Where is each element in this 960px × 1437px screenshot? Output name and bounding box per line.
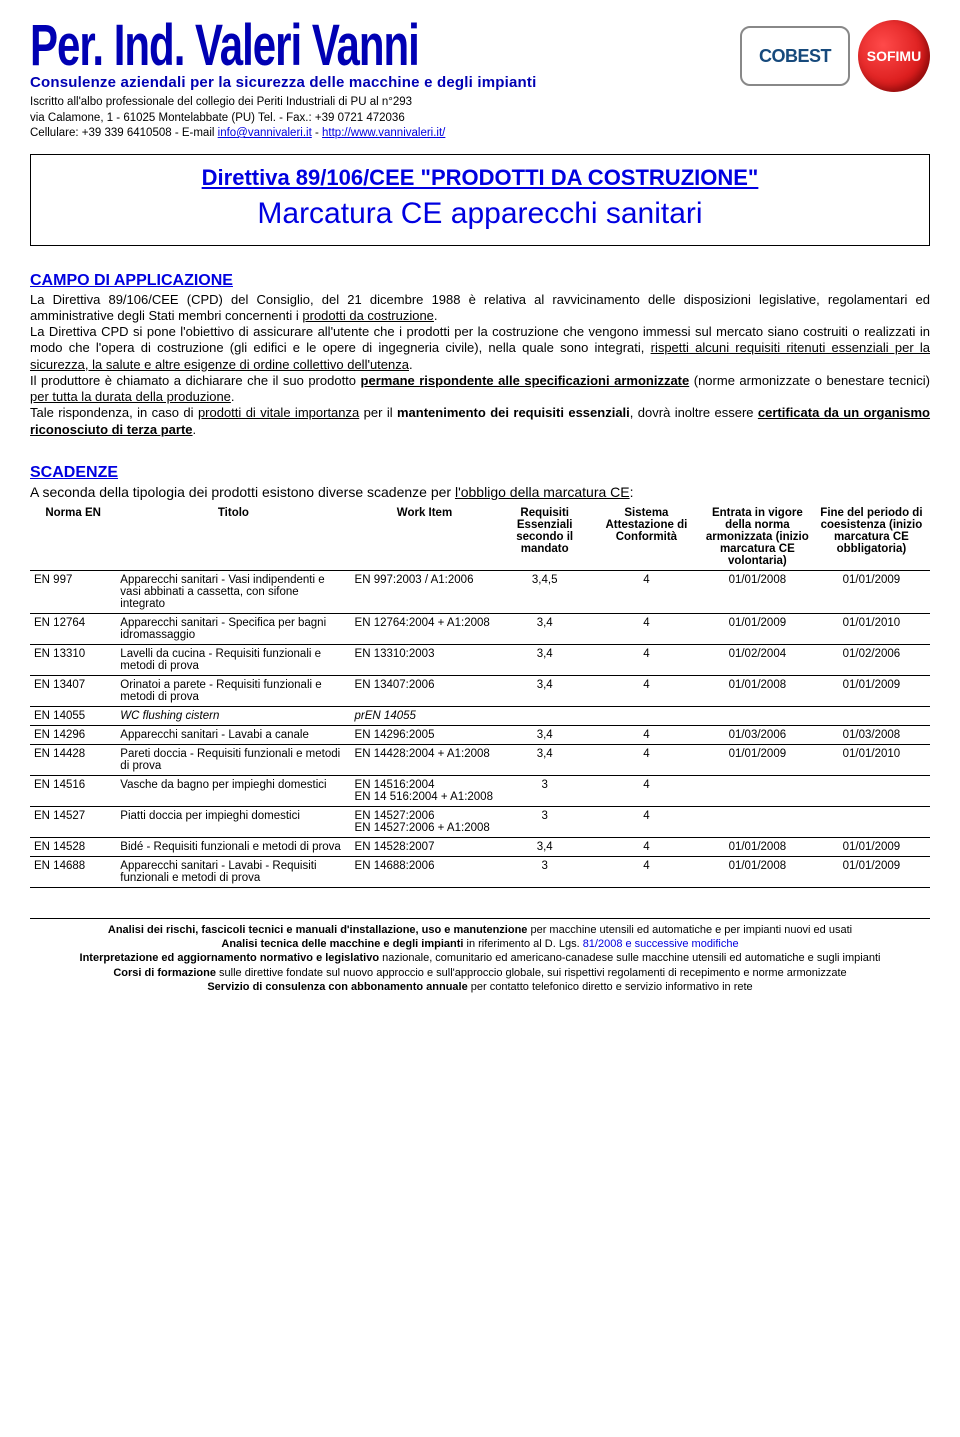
header: Per. Ind. Valeri Vanni Consulenze aziend…	[30, 12, 930, 142]
table-body: EN 997Apparecchi sanitari - Vasi indipen…	[30, 570, 930, 887]
table-header-row: Norma EN Titolo Work Item Requisiti Esse…	[30, 504, 930, 571]
email-link[interactable]: info@vannivaleri.it	[218, 127, 312, 139]
header-left: Per. Ind. Valeri Vanni Consulenze aziend…	[30, 12, 730, 142]
table-row: EN 14055WC flushing cisternprEN 14055	[30, 706, 930, 725]
standards-table: Norma EN Titolo Work Item Requisiti Esse…	[30, 504, 930, 888]
table-row: EN 14688Apparecchi sanitari - Lavabi - R…	[30, 856, 930, 887]
table-row: EN 13310Lavelli da cucina - Requisiti fu…	[30, 644, 930, 675]
header-contact: Iscritto all'albo professionale del coll…	[30, 95, 730, 142]
campo-heading: CAMPO DI APPLICAZIONE	[30, 272, 930, 290]
th-norma: Norma EN	[30, 504, 116, 571]
campo-body: La Direttiva 89/106/CEE (CPD) del Consig…	[30, 292, 930, 438]
header-line1: Iscritto all'albo professionale del coll…	[30, 95, 730, 111]
directive-box: Direttiva 89/106/CEE "PRODOTTI DA COSTRU…	[30, 154, 930, 246]
header-line3: Cellulare: +39 339 6410508 - E-mail info…	[30, 126, 730, 142]
logos: COBEST SOFIMU	[740, 12, 930, 92]
sofimu-logo: SOFIMU	[858, 20, 930, 92]
table-row: EN 14296Apparecchi sanitari - Lavabi a c…	[30, 725, 930, 744]
table-row: EN 14527Piatti doccia per impieghi domes…	[30, 806, 930, 837]
th-titolo: Titolo	[116, 504, 350, 571]
table-row: EN 14528Bidé - Requisiti funzionali e me…	[30, 837, 930, 856]
th-ent: Entrata in vigore della norma armonizzat…	[702, 504, 813, 571]
table-row: EN 12764Apparecchi sanitari - Specifica …	[30, 613, 930, 644]
company-name: Per. Ind. Valeri Vanni	[30, 12, 730, 79]
website-link[interactable]: http://www.vannivaleri.it/	[322, 127, 445, 139]
scadenze-heading: SCADENZE	[30, 464, 930, 482]
table-row: EN 13407Orinatoi a parete - Requisiti fu…	[30, 675, 930, 706]
cobest-logo: COBEST	[740, 26, 850, 86]
table-row: EN 14428Pareti doccia - Requisiti funzio…	[30, 744, 930, 775]
directive-title: Direttiva 89/106/CEE "PRODOTTI DA COSTRU…	[43, 165, 917, 191]
header-line2: via Calamone, 1 - 61025 Montelabbate (PU…	[30, 111, 730, 127]
scadenze-intro: A seconda della tipologia dei prodotti e…	[30, 484, 930, 500]
th-fine: Fine del periodo di coesistenza (inizio …	[813, 504, 930, 571]
th-req: Requisiti Essenziali secondo il mandato	[498, 504, 590, 571]
table-row: EN 14516Vasche da bagno per impieghi dom…	[30, 775, 930, 806]
th-sis: Sistema Attestazione di Conformità	[591, 504, 702, 571]
directive-subtitle: Marcatura CE apparecchi sanitari	[43, 197, 917, 231]
footer: Analisi dei rischi, fascicoli tecnici e …	[30, 918, 930, 994]
th-work: Work Item	[351, 504, 499, 571]
table-row: EN 997Apparecchi sanitari - Vasi indipen…	[30, 570, 930, 613]
